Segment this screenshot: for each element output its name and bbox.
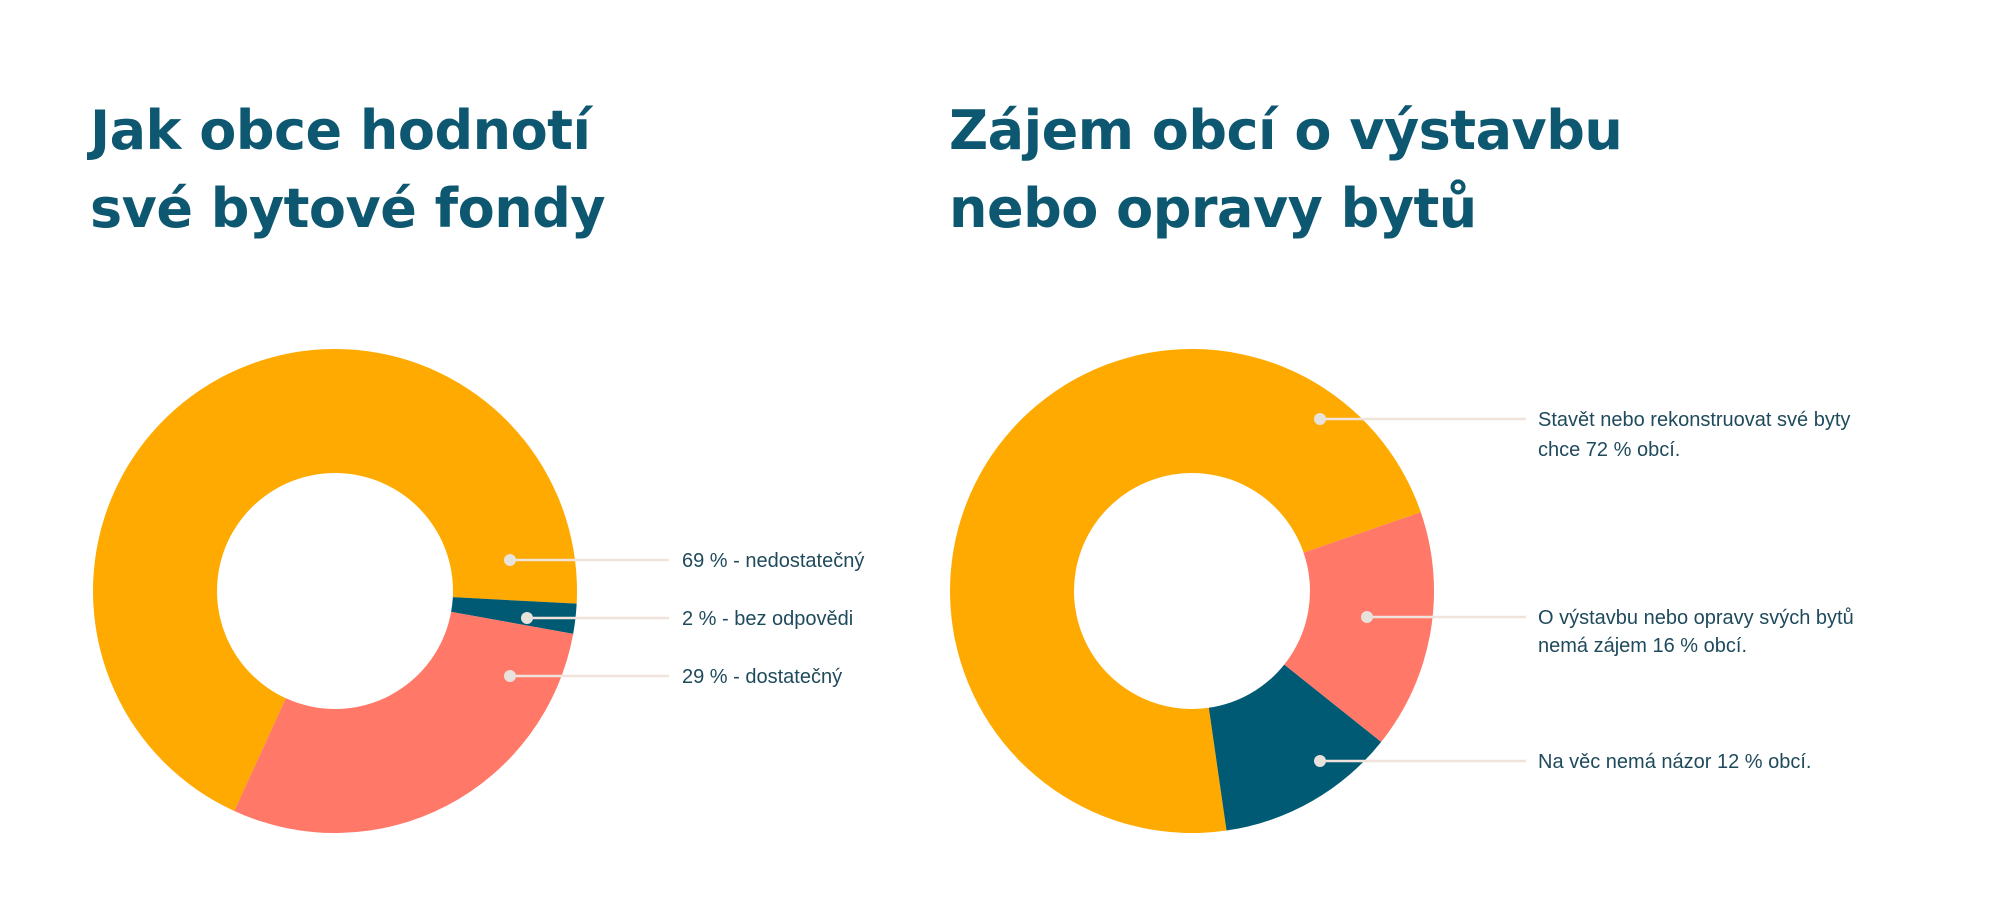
leader-dot bbox=[504, 670, 516, 682]
donut-chart-2: Stavět nebo rekonstruovat své byty chce 7… bbox=[950, 348, 1854, 833]
data-label: O výstavbu nebo opravy svých bytů bbox=[1538, 607, 1854, 629]
title-line: Jak obce hodnotí bbox=[90, 99, 591, 162]
donut-slice-dostatečný bbox=[234, 611, 574, 833]
data-label: nemá zájem 16 % obcí. bbox=[1538, 635, 1747, 657]
donut-chart-1: 69 % - nedostatečný 2 % - bez odpovědi 29 … bbox=[92, 349, 864, 833]
title-line: Zájem obcí o výstavbu bbox=[949, 99, 1623, 162]
donut-slice-chce-stavět bbox=[950, 348, 1421, 833]
leader-dot bbox=[1314, 755, 1326, 767]
donut-slice-nemá-názor bbox=[1208, 664, 1382, 831]
data-label: Stavět nebo rekonstruovat své byty bbox=[1538, 409, 1850, 431]
data-label: Na věc nemá názor 12 % obcí. bbox=[1538, 751, 1811, 773]
donut-slice-bez-odpovědi bbox=[451, 597, 577, 634]
data-label: 2 % - bez odpovědi bbox=[682, 608, 853, 630]
data-label: 69 % - nedostatečný bbox=[682, 550, 864, 572]
leader-dot bbox=[521, 612, 533, 624]
leader-dot bbox=[1361, 611, 1373, 623]
data-label: chce 72 % obcí. bbox=[1538, 439, 1680, 461]
title-line: nebo opravy bytů bbox=[949, 177, 1477, 240]
chart-title-construction-interest: Zájem obcí o výstavbu nebo opravy bytů bbox=[949, 92, 1623, 248]
donut-slice-nemá-zájem bbox=[1284, 512, 1434, 742]
chart-title-housing-assessment: Jak obce hodnotí své bytové fondy bbox=[90, 92, 606, 248]
leader-dot bbox=[504, 554, 516, 566]
donut-slice-nedostatečný bbox=[92, 349, 577, 812]
data-label: 29 % - dostatečný bbox=[682, 666, 842, 688]
title-line: své bytové fondy bbox=[90, 177, 606, 240]
leader-dot bbox=[1314, 413, 1326, 425]
